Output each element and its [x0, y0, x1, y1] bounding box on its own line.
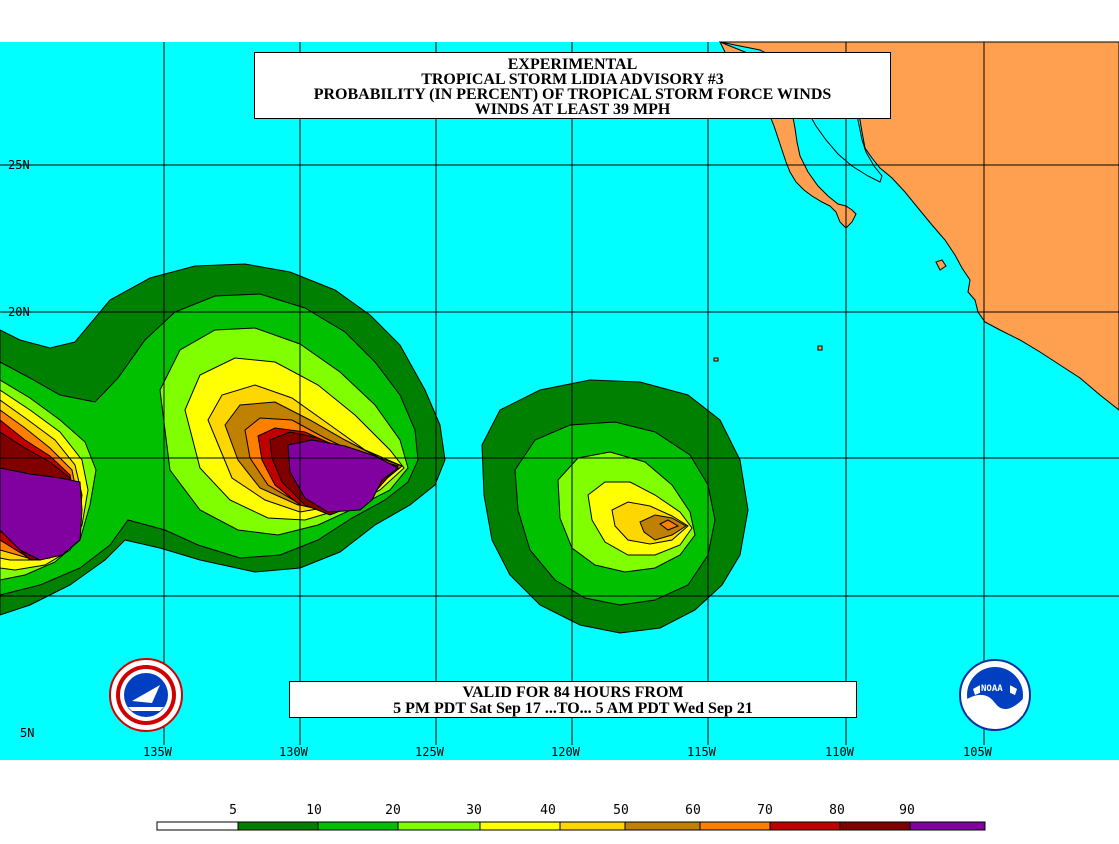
legend-tick-label: 30 — [466, 803, 482, 818]
valid-line-1: VALID FOR 84 HOURS FROM — [462, 684, 684, 701]
legend-color-bar — [156, 821, 986, 831]
legend-tick-label: 60 — [685, 803, 701, 818]
island — [817, 345, 823, 351]
legend-swatch — [237, 821, 319, 831]
lon-label-135w: 135W — [143, 745, 173, 759]
legend-swatch — [479, 821, 561, 831]
legend-ticks: 5 10 20 30 40 50 60 70 80 90 — [229, 803, 915, 818]
legend-tick-label: 90 — [899, 803, 915, 818]
lon-label-110w: 110W — [825, 745, 855, 759]
lat-label-20n: 20N — [8, 305, 30, 319]
legend-swatch — [156, 821, 239, 831]
lon-label-125w: 125W — [415, 745, 445, 759]
lon-label-120w: 120W — [551, 745, 581, 759]
noaa-logo: NOAA — [959, 659, 1031, 731]
legend-tick-label: 10 — [306, 803, 322, 818]
legend-swatch — [559, 821, 626, 831]
title-line-2: TROPICAL STORM LIDIA ADVISORY #3 — [421, 71, 724, 88]
island — [713, 357, 719, 362]
legend-tick-label: 40 — [540, 803, 556, 818]
title-line-4: WINDS AT LEAST 39 MPH — [474, 101, 671, 118]
probability-swath-west — [0, 263, 446, 616]
legend-tick-label: 70 — [757, 803, 773, 818]
svg-text:NOAA: NOAA — [981, 684, 1003, 694]
legend-swatch — [397, 821, 481, 831]
lon-label-115w: 115W — [687, 745, 717, 759]
legend-tick-label: 50 — [613, 803, 629, 818]
legend-swatch — [909, 821, 986, 831]
title-box: EXPERIMENTAL TROPICAL STORM LIDIA ADVISO… — [254, 52, 891, 119]
nws-logo — [109, 658, 183, 732]
legend-swatch — [769, 821, 841, 831]
legend-swatch — [839, 821, 911, 831]
lon-label-105w: 105W — [963, 745, 993, 759]
legend-swatch — [317, 821, 399, 831]
valid-line-2: 5 PM PDT Sat Sep 17 ...TO... 5 AM PDT We… — [393, 700, 753, 717]
legend-tick-label: 5 — [229, 803, 237, 818]
lon-label-130w: 130W — [279, 745, 309, 759]
graticule — [0, 42, 1119, 745]
prob-60-70-east — [659, 519, 680, 531]
island — [935, 259, 947, 271]
title-line-3: PROBABILITY (IN PERCENT) OF TROPICAL STO… — [313, 86, 832, 103]
legend-tick-label: 20 — [385, 803, 401, 818]
lat-label-25n: 25N — [8, 158, 30, 172]
title-line-1: EXPERIMENTAL — [507, 56, 638, 73]
valid-time-box: VALID FOR 84 HOURS FROM 5 PM PDT Sat Sep… — [289, 681, 857, 718]
prob-50-60-east — [639, 514, 687, 541]
legend-tick-label: 80 — [829, 803, 845, 818]
probability-lidia — [481, 379, 749, 634]
legend-swatch — [699, 821, 771, 831]
axis-strip — [0, 745, 1119, 760]
axis-ticks — [163, 738, 985, 745]
prob-90-100-west — [0, 467, 83, 561]
legend-swatch — [624, 821, 701, 831]
lat-label-5n: 5N — [20, 726, 34, 740]
